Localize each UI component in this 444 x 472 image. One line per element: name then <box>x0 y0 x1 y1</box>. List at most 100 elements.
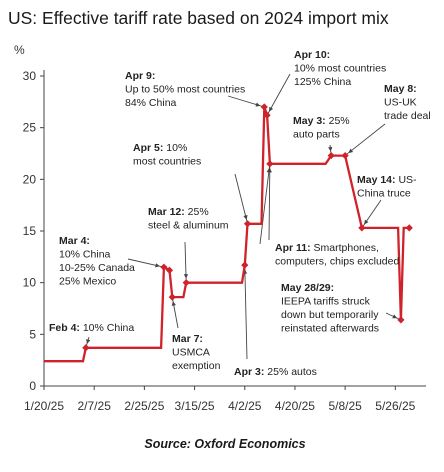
data-point-marker <box>243 220 252 228</box>
annotation-may28: May 28/29: IEEPA tariffs struck down but t… <box>281 282 379 335</box>
y-axis-unit: % <box>14 43 25 57</box>
annotation-date: Apr 9: <box>125 70 155 82</box>
annotation-feb4: Feb 4: 10% China <box>49 322 134 334</box>
annotation-line: 10% China <box>59 249 111 261</box>
series-group <box>44 103 413 363</box>
annotation-mar4: Mar 4: 10% China 10-25% Canada 25% Mexico <box>59 235 135 288</box>
annotation-line: down but temporarily <box>281 309 379 321</box>
annotation-line: 125% China <box>294 76 351 88</box>
y-tick-label: 10 <box>23 276 37 290</box>
annotation-line: exemption <box>172 360 221 372</box>
chart-source: Source: Oxford Economics <box>144 437 305 451</box>
annotation-line: USMCA <box>172 347 210 359</box>
annotation-date: Mar 7: <box>172 333 203 345</box>
annotation-date: Mar 4: <box>59 235 90 247</box>
x-tick-label: 1/20/25 <box>24 399 64 413</box>
annotation-line: May 14: US- <box>357 174 417 186</box>
annotation-line: steel & aluminum <box>148 220 229 232</box>
annotation-line: Apr 11: Smartphones, <box>275 242 379 254</box>
annotation-leaders <box>85 73 402 360</box>
annotation-date: May 8: <box>384 83 417 95</box>
annotation-may14: May 14: US- China truce <box>357 174 417 200</box>
annotation-may8: May 8: US-UK trade deal <box>384 83 431 122</box>
annotation-arrowhead <box>155 263 160 268</box>
annotation-arrowhead <box>392 314 398 319</box>
data-point-marker <box>263 111 271 119</box>
annotation-line: Up to 50% most countries <box>125 84 245 96</box>
x-tick-label: 2/7/25 <box>78 399 112 413</box>
annotation-arrowhead <box>328 146 333 152</box>
annotation-line: Mar 7: <box>172 333 203 345</box>
annotation-arrowhead <box>86 338 91 344</box>
data-point-marker <box>241 261 249 269</box>
axes-group: 0 5 10 15 20 25 30 1/20/25 2/7/25 2/25/25 3/15/25 4… <box>23 69 426 413</box>
annotation-line: May 28/29: <box>281 282 334 294</box>
annotation-date: Apr 11: <box>275 242 311 254</box>
y-tick-label: 5 <box>29 327 36 341</box>
annotation-line: May 3: 25% <box>293 115 350 127</box>
annotation-leader-line <box>234 173 248 224</box>
annotation-line: trade deal <box>384 110 431 122</box>
annotation-line: auto parts <box>293 129 340 141</box>
x-tick-label: 5/8/25 <box>328 399 362 413</box>
x-tick-label: 4/2/25 <box>228 399 262 413</box>
annotation-apr5: Apr 5: 10% most countries <box>133 142 201 168</box>
annotation-line: US-UK <box>384 97 417 109</box>
data-point-marker <box>82 344 90 352</box>
annotation-mar7: Mar 7: USMCA exemption <box>172 333 221 372</box>
annotation-line: May 8: <box>384 83 417 95</box>
annotation-arrowhead <box>171 301 176 306</box>
data-point-marker <box>405 224 413 232</box>
x-tick-label: 5/26/25 <box>375 399 415 413</box>
annotation-leader-line <box>244 265 248 360</box>
annotation-line: 25% Mexico <box>59 276 116 288</box>
data-point-marker <box>182 279 190 287</box>
annotation-arrowhead <box>269 106 274 112</box>
annotation-line: 10-25% Canada <box>59 262 135 274</box>
y-tick-label: 25 <box>23 121 37 135</box>
annotation-date: May 3: <box>293 115 326 127</box>
data-point-marker <box>165 266 174 274</box>
annotation-line: computers, chips excluded <box>275 256 399 268</box>
annotation-date: Apr 3: <box>234 366 264 378</box>
annotation-line: 84% China <box>125 97 177 109</box>
annotation-line: Feb 4: 10% China <box>49 322 134 334</box>
annotation-mar12: Mar 12: 25% steel & aluminum <box>148 206 229 232</box>
annotation-line: Apr 9: <box>125 70 155 82</box>
annotation-date: Apr 10: <box>294 49 330 61</box>
annotation-line: Apr 5: 10% <box>133 142 187 154</box>
annotation-date: Feb 4: <box>49 322 80 334</box>
annotation-arrowhead <box>183 274 189 279</box>
annotation-line: Mar 12: 25% <box>148 206 209 218</box>
data-point-marker <box>160 263 168 271</box>
data-point-marker <box>266 160 274 168</box>
annotation-line: Apr 10: <box>294 49 330 61</box>
y-tick-label: 0 <box>29 379 36 393</box>
x-tick-label: 2/25/25 <box>124 399 164 413</box>
annotation-arrowhead <box>364 219 369 225</box>
chart-title: US: Effective tariff rate based on 2024 … <box>8 8 389 28</box>
annotation-leader-line <box>268 163 271 241</box>
annotation-arrowhead <box>348 148 354 154</box>
annotation-leader-line <box>259 163 271 245</box>
annotation-arrowhead <box>266 167 271 173</box>
data-point-marker <box>327 151 335 160</box>
annotation-line: reinstated afterwards <box>281 323 379 335</box>
annotation-line: Apr 3: 25% autos <box>234 366 317 378</box>
annotation-line: Mar 4: <box>59 235 90 247</box>
annotation-arrowhead <box>243 214 248 220</box>
annotation-apr9: Apr 9: Up to 50% most countries 84% China <box>125 70 245 109</box>
y-tick-label: 15 <box>23 224 37 238</box>
data-point-marker <box>397 316 405 324</box>
data-point-marker <box>358 224 366 232</box>
annotation-line: China truce <box>357 188 411 200</box>
annotation-line: 10% most countries <box>294 63 386 75</box>
annotation-date: Mar 12: <box>148 206 185 218</box>
tariff-rate-line <box>44 106 410 363</box>
annotations-group: Feb 4: 10% China Mar 4: 10% China 10-25% Ca… <box>49 49 431 378</box>
annotation-apr11: Apr 11: Smartphones, computers, chips exc… <box>275 242 399 268</box>
annotation-arrowhead <box>255 102 261 107</box>
annotation-line: most countries <box>133 156 201 168</box>
